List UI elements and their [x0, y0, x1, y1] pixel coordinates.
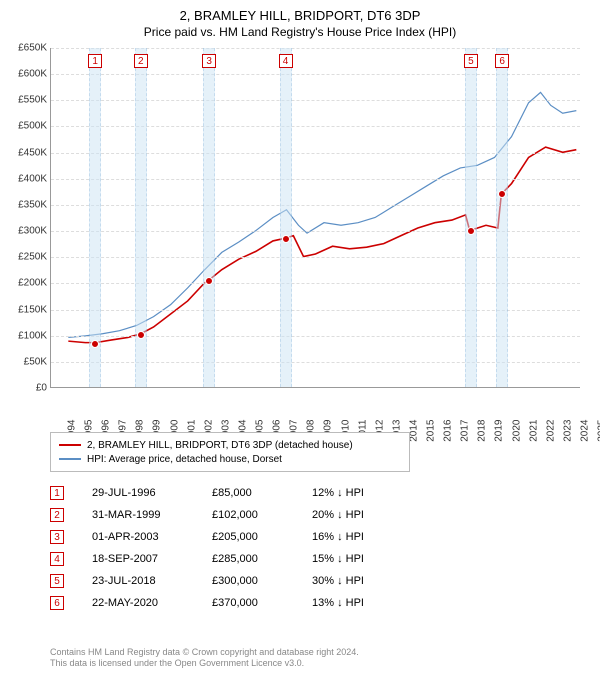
sale-delta: 15% ↓ HPI — [312, 553, 412, 565]
x-axis-label: 2020 — [511, 420, 522, 450]
y-axis-label: £600K — [5, 69, 47, 80]
sale-delta: 16% ↓ HPI — [312, 531, 412, 543]
y-axis-label: £0 — [5, 383, 47, 394]
sales-row: 1 29-JUL-1996£85,00012% ↓ HPI — [50, 482, 550, 504]
legend-swatch — [59, 458, 81, 460]
x-axis-label: 2024 — [579, 420, 590, 450]
sale-delta: 20% ↓ HPI — [312, 509, 412, 521]
legend-swatch — [59, 444, 81, 446]
x-axis-label: 2016 — [443, 420, 454, 450]
y-axis-label: £250K — [5, 252, 47, 263]
sale-price: £285,000 — [212, 553, 312, 565]
sale-date: 18-SEP-2007 — [92, 553, 212, 565]
sale-delta: 12% ↓ HPI — [312, 487, 412, 499]
sale-price: £370,000 — [212, 597, 312, 609]
sale-marker: 1 — [88, 54, 102, 68]
sale-index-box: 2 — [50, 508, 64, 522]
sale-delta: 13% ↓ HPI — [312, 597, 412, 609]
x-axis-label: 2023 — [562, 420, 573, 450]
y-axis-label: £350K — [5, 199, 47, 210]
sale-point — [91, 340, 99, 348]
chart-plot-area: £0£50K£100K£150K£200K£250K£300K£350K£400… — [50, 48, 580, 388]
x-axis-label: 2022 — [545, 420, 556, 450]
sale-point — [467, 227, 475, 235]
sale-marker: 3 — [202, 54, 216, 68]
sales-row: 3 01-APR-2003£205,00016% ↓ HPI — [50, 526, 550, 548]
sale-price: £205,000 — [212, 531, 312, 543]
x-axis-label: 2021 — [528, 420, 539, 450]
sale-point — [137, 331, 145, 339]
sales-row: 5 23-JUL-2018£300,00030% ↓ HPI — [50, 570, 550, 592]
y-axis-label: £150K — [5, 304, 47, 315]
sale-marker: 2 — [134, 54, 148, 68]
x-axis-label: 2018 — [477, 420, 488, 450]
sale-index-box: 6 — [50, 596, 64, 610]
legend-row: HPI: Average price, detached house, Dors… — [59, 452, 401, 466]
legend-label: HPI: Average price, detached house, Dors… — [87, 454, 282, 465]
y-axis-label: £100K — [5, 330, 47, 341]
y-axis-label: £550K — [5, 95, 47, 106]
sale-point — [205, 277, 213, 285]
legend-label: 2, BRAMLEY HILL, BRIDPORT, DT6 3DP (deta… — [87, 440, 353, 451]
y-axis-label: £450K — [5, 147, 47, 158]
sale-date: 29-JUL-1996 — [92, 487, 212, 499]
y-axis-label: £200K — [5, 278, 47, 289]
x-axis-label: 2019 — [494, 420, 505, 450]
sale-date: 31-MAR-1999 — [92, 509, 212, 521]
x-axis-label: 2017 — [460, 420, 471, 450]
sale-index-box: 1 — [50, 486, 64, 500]
legend: 2, BRAMLEY HILL, BRIDPORT, DT6 3DP (deta… — [50, 432, 410, 472]
sales-row: 4 18-SEP-2007£285,00015% ↓ HPI — [50, 548, 550, 570]
sale-marker: 6 — [495, 54, 509, 68]
sale-price: £85,000 — [212, 487, 312, 499]
sales-row: 2 31-MAR-1999£102,00020% ↓ HPI — [50, 504, 550, 526]
x-axis-label: 2015 — [426, 420, 437, 450]
y-axis-label: £400K — [5, 173, 47, 184]
sale-marker: 5 — [464, 54, 478, 68]
title-address: 2, BRAMLEY HILL, BRIDPORT, DT6 3DP — [0, 8, 600, 23]
footer: Contains HM Land Registry data © Crown c… — [50, 647, 570, 670]
legend-row: 2, BRAMLEY HILL, BRIDPORT, DT6 3DP (deta… — [59, 438, 401, 452]
title-block: 2, BRAMLEY HILL, BRIDPORT, DT6 3DP Price… — [0, 0, 600, 39]
footer-line: This data is licensed under the Open Gov… — [50, 658, 570, 670]
sale-index-box: 4 — [50, 552, 64, 566]
title-subtitle: Price paid vs. HM Land Registry's House … — [0, 25, 600, 39]
sale-marker: 4 — [279, 54, 293, 68]
sale-date: 23-JUL-2018 — [92, 575, 212, 587]
x-axis-label: 2014 — [408, 420, 419, 450]
y-axis-label: £300K — [5, 226, 47, 237]
sale-point — [282, 235, 290, 243]
sale-price: £102,000 — [212, 509, 312, 521]
footer-line: Contains HM Land Registry data © Crown c… — [50, 647, 570, 659]
sales-table: 1 29-JUL-1996£85,00012% ↓ HPI 2 31-MAR-1999… — [50, 482, 550, 614]
sale-index-box: 5 — [50, 574, 64, 588]
sale-date: 22-MAY-2020 — [92, 597, 212, 609]
sale-index-box: 3 — [50, 530, 64, 544]
chart-container: 2, BRAMLEY HILL, BRIDPORT, DT6 3DP Price… — [0, 0, 600, 680]
y-axis-label: £50K — [5, 356, 47, 367]
sale-price: £300,000 — [212, 575, 312, 587]
y-axis-label: £650K — [5, 43, 47, 54]
sale-point — [498, 190, 506, 198]
y-axis-label: £500K — [5, 121, 47, 132]
sales-row: 6 22-MAY-2020£370,00013% ↓ HPI — [50, 592, 550, 614]
sale-delta: 30% ↓ HPI — [312, 575, 412, 587]
sale-date: 01-APR-2003 — [92, 531, 212, 543]
x-axis-label: 2025 — [597, 420, 600, 450]
